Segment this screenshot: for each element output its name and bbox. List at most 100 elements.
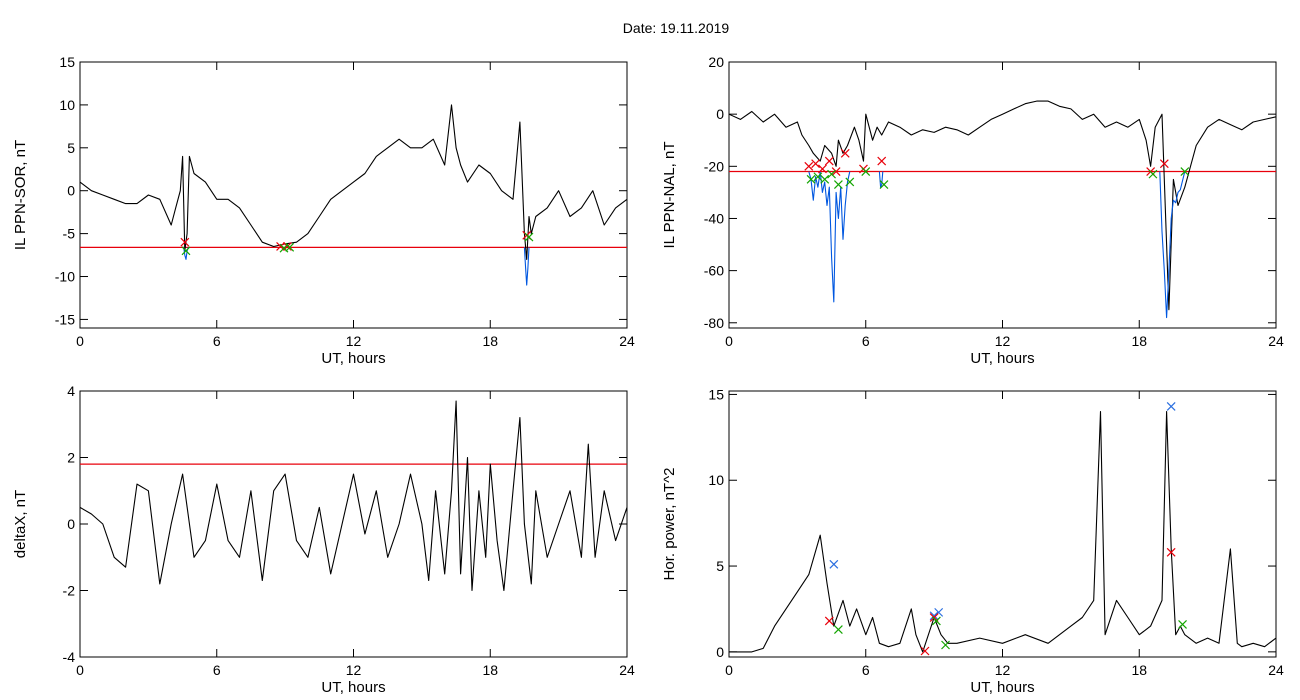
- series-line-0: [729, 411, 1276, 653]
- event-marker: [840, 148, 850, 158]
- x-tick-label: 6: [862, 333, 870, 349]
- y-axis-label: IL PPN-SOR, nT: [12, 140, 29, 250]
- event-marker: [824, 616, 834, 626]
- event-marker: [1148, 169, 1158, 179]
- x-tick-label: 24: [1268, 333, 1284, 349]
- y-tick-label: -4: [63, 649, 76, 665]
- event-marker: [829, 559, 839, 569]
- series-line-2: [878, 171, 884, 188]
- event-marker: [285, 242, 295, 252]
- y-tick-label: 20: [708, 54, 724, 70]
- event-marker: [931, 616, 941, 626]
- y-tick-label: -15: [55, 311, 75, 327]
- x-axis-label: UT, hours: [321, 350, 385, 367]
- x-tick-label: 18: [482, 662, 498, 678]
- event-marker: [804, 161, 814, 171]
- x-tick-label: 6: [862, 662, 870, 678]
- chart-panel-il-ppn-nal: 0 6 12 18 24 20 0 -20 -40 -60 -80 UT, hours IL PPN-N…: [661, 54, 1284, 367]
- x-tick-label: 6: [213, 333, 221, 349]
- figure-title: Date: 19.11.2019: [623, 20, 730, 36]
- y-tick-label: 0: [67, 516, 75, 532]
- event-marker: [1166, 402, 1176, 411]
- y-axis-label: Hor. power, nT^2: [661, 468, 678, 581]
- event-marker: [1180, 167, 1190, 176]
- x-tick-label: 0: [76, 333, 84, 349]
- x-axis-label: UT, hours: [321, 679, 385, 696]
- x-tick-label: 0: [725, 333, 733, 349]
- chart-panel-deltax: 0 6 12 18 24 4 2 0 -2 -4 UT, hours deltaX, nT: [12, 383, 635, 696]
- event-marker: [806, 174, 816, 184]
- event-marker: [524, 232, 534, 242]
- x-tick-label: 0: [725, 662, 733, 678]
- plot-area: [729, 411, 1276, 653]
- x-tick-label: 6: [213, 662, 221, 678]
- series-line-2: [523, 247, 530, 286]
- series-line-3: [1159, 171, 1186, 319]
- y-tick-label: 0: [716, 106, 724, 122]
- x-tick-label: 12: [346, 333, 362, 349]
- y-tick-label: -5: [63, 226, 76, 242]
- x-tick-label: 18: [1131, 333, 1147, 349]
- x-tick-label: 12: [995, 333, 1011, 349]
- y-tick-label: 5: [67, 140, 75, 156]
- event-marker: [824, 156, 834, 166]
- plot-area: [80, 104, 627, 286]
- event-marker: [813, 172, 823, 182]
- event-marker: [1166, 547, 1176, 557]
- series-line-0: [80, 104, 627, 260]
- event-marker: [845, 177, 855, 187]
- event-marker: [941, 640, 950, 650]
- x-tick-label: 18: [1131, 662, 1147, 678]
- event-marker: [920, 646, 930, 656]
- event-marker: [1178, 619, 1187, 629]
- x-axis-label: UT, hours: [970, 679, 1034, 696]
- series-line-1: [808, 170, 851, 303]
- y-tick-label: -80: [704, 315, 724, 331]
- y-tick-label: -10: [55, 269, 75, 285]
- y-tick-label: 5: [716, 558, 724, 574]
- event-marker: [811, 159, 821, 169]
- y-tick-label: -2: [63, 583, 76, 599]
- y-tick-label: -60: [704, 263, 724, 279]
- x-tick-label: 12: [346, 662, 362, 678]
- y-tick-label: -40: [704, 210, 724, 226]
- event-marker: [820, 174, 830, 184]
- event-marker: [833, 180, 843, 189]
- x-tick-label: 18: [482, 333, 498, 349]
- y-tick-label: 0: [67, 183, 75, 199]
- y-axis-label: deltaX, nT: [12, 490, 29, 558]
- event-marker: [929, 611, 939, 621]
- x-tick-label: 12: [995, 662, 1011, 678]
- y-tick-label: 10: [59, 97, 75, 113]
- y-tick-label: 0: [716, 644, 724, 660]
- y-tick-label: 2: [67, 450, 75, 466]
- y-tick-label: -20: [704, 158, 724, 174]
- event-marker: [180, 237, 190, 247]
- y-tick-label: 10: [708, 472, 724, 488]
- y-axis-label: IL PPN-NAL, nT: [661, 142, 678, 249]
- event-marker: [861, 167, 871, 176]
- event-marker: [831, 167, 841, 176]
- event-marker: [879, 180, 889, 189]
- event-marker: [877, 156, 887, 166]
- series-line-0: [80, 400, 627, 592]
- x-tick-label: 0: [76, 662, 84, 678]
- event-marker: [827, 169, 836, 179]
- event-marker: [1159, 159, 1169, 169]
- event-marker: [181, 246, 191, 256]
- x-axis-label: UT, hours: [970, 350, 1034, 367]
- x-tick-label: 24: [619, 662, 635, 678]
- event-marker: [818, 164, 827, 174]
- y-tick-label: 15: [59, 54, 75, 70]
- y-tick-label: 15: [708, 386, 724, 402]
- x-tick-label: 24: [619, 333, 635, 349]
- series-line-0: [729, 100, 1276, 311]
- x-tick-label: 24: [1268, 662, 1284, 678]
- chart-panel-il-ppn-sor: 0 6 12 18 24 15 10 5 0 -5 -10 -15 UT, hours IL PPN-SO…: [12, 54, 635, 367]
- event-marker: [833, 625, 843, 634]
- y-tick-label: 4: [67, 383, 75, 399]
- chart-panel-hor-power: 0 6 12 18 24 0 5 10 15 UT, hours Hor. power, nT^2: [661, 386, 1284, 696]
